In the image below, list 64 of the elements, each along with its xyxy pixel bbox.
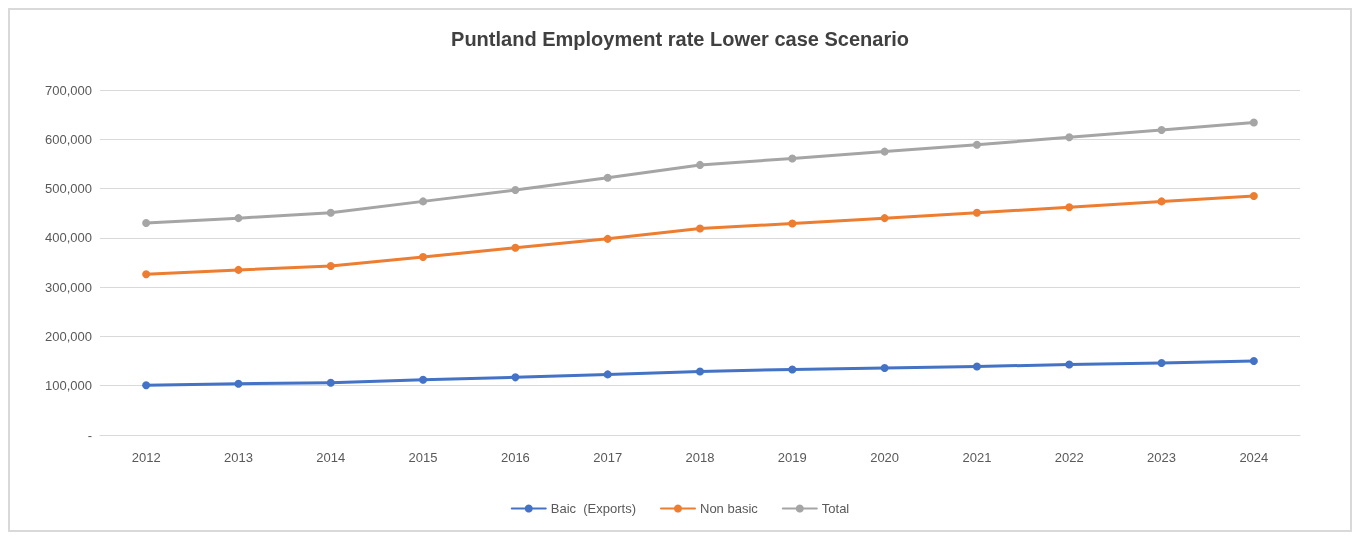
point	[419, 197, 428, 206]
point	[1157, 359, 1166, 368]
chart-title: Puntland Employment rate Lower case Scenario	[451, 28, 909, 50]
point	[788, 154, 797, 163]
point	[880, 147, 889, 156]
x-tick-label: 2016	[500, 450, 530, 465]
x-tick-label: 2017	[593, 450, 623, 465]
point	[234, 214, 243, 223]
point	[1065, 360, 1074, 369]
point	[1249, 118, 1258, 127]
point	[972, 140, 981, 149]
point	[1065, 203, 1074, 212]
y-tick-label: 600,000	[45, 131, 92, 147]
point	[603, 370, 612, 379]
x-tick-label: 2019	[777, 450, 807, 465]
point	[696, 224, 704, 233]
point	[788, 365, 797, 374]
point	[326, 261, 335, 270]
point	[880, 363, 889, 372]
point	[972, 208, 981, 217]
point	[419, 375, 428, 384]
point	[419, 253, 428, 262]
y-tick-label: 100,000	[45, 378, 92, 394]
point	[511, 186, 520, 195]
point	[788, 219, 797, 228]
point	[1157, 197, 1166, 206]
x-tick-label: 2012	[131, 450, 161, 465]
point	[1249, 357, 1258, 366]
legend-label: Non basic	[699, 501, 759, 516]
point	[234, 379, 243, 388]
point	[603, 234, 612, 243]
point	[142, 219, 151, 228]
y-tick-label: 400,000	[45, 230, 92, 246]
point	[326, 378, 335, 387]
point	[234, 265, 243, 274]
point	[972, 362, 981, 371]
point	[1157, 125, 1166, 134]
point	[511, 243, 520, 252]
legend-label: Total	[821, 501, 850, 516]
legend-label: Baic (Exports)	[550, 501, 636, 516]
y-tick-label: 300,000	[45, 279, 92, 295]
y-tick-label: -	[87, 427, 92, 443]
point	[880, 214, 889, 223]
y-tick-label: 500,000	[45, 181, 92, 197]
x-tick-label: 2014	[316, 450, 346, 465]
x-tick-label: 2013	[224, 450, 253, 465]
point	[696, 160, 704, 169]
x-tick-label: 2024	[1239, 450, 1269, 465]
point	[326, 208, 335, 217]
x-tick-label: 2018	[685, 450, 715, 465]
x-tick-label: 2023	[1147, 450, 1176, 465]
x-tick-label: 2015	[408, 450, 438, 465]
point	[1065, 133, 1074, 142]
point	[511, 373, 520, 382]
point	[603, 173, 612, 182]
y-tick-label: 200,000	[45, 328, 92, 344]
point	[1249, 191, 1258, 200]
point	[696, 367, 704, 376]
x-tick-label: 2022	[1054, 450, 1084, 465]
point	[142, 270, 151, 279]
y-tick-label: 700,000	[45, 82, 92, 98]
x-tick-label: 2020	[870, 450, 900, 465]
point	[142, 381, 151, 390]
x-tick-label: 2021	[962, 450, 992, 465]
